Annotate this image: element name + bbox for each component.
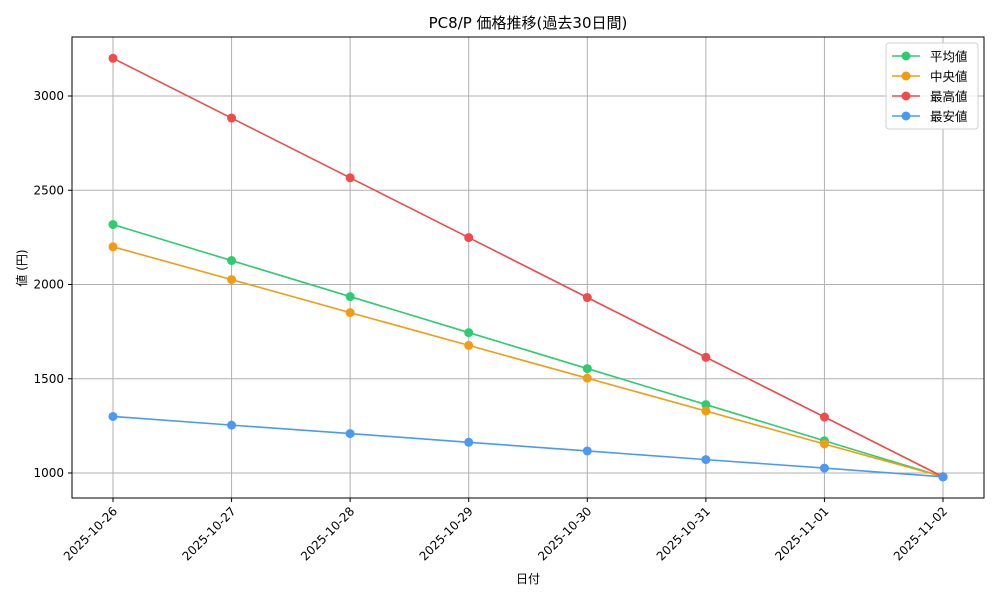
data-point (819, 412, 829, 422)
legend-label: 最高値 (930, 89, 968, 104)
series-line (112, 223, 944, 478)
data-point (582, 364, 592, 374)
legend-label: 中央値 (930, 69, 968, 84)
y-axis-label: 値 (円) (14, 249, 29, 286)
y-axis-ticks: 1000 1500 2000 2500 3000 (33, 89, 72, 480)
data-point (108, 53, 118, 63)
x-tick-label: 2025-10-27 (179, 504, 238, 563)
data-point (701, 406, 711, 416)
grid-lines (72, 37, 984, 498)
x-tick-label: 2025-10-31 (654, 504, 713, 563)
legend-marker-icon (901, 91, 911, 101)
x-axis-label: 日付 (516, 572, 540, 586)
series-line (112, 57, 944, 478)
plot-frame (71, 36, 985, 499)
data-point (227, 113, 237, 123)
y-tick-label: 2500 (33, 183, 64, 197)
data-point (464, 340, 474, 350)
x-tick-label: 2025-10-30 (535, 504, 594, 563)
data-point (819, 463, 829, 473)
data-point (582, 293, 592, 303)
x-axis-ticks: 2025-10-26 2025-10-27 2025-10-28 2025-10-29… (61, 498, 950, 563)
x-tick-label: 2025-10-26 (61, 504, 120, 563)
legend-item: 最安値 (892, 109, 968, 124)
data-point (464, 437, 474, 447)
data-point (464, 233, 474, 243)
data-point (227, 420, 237, 430)
chart-title: PC8/P 価格推移(過去30日間) (429, 14, 628, 32)
series-1 (108, 242, 948, 482)
data-point (345, 292, 355, 302)
series-line (112, 246, 944, 478)
legend-label: 最安値 (930, 109, 968, 124)
y-tick-label: 3000 (33, 89, 64, 103)
data-point (108, 220, 118, 230)
x-tick-label: 2025-10-29 (417, 504, 476, 563)
legend-label: 平均値 (930, 49, 968, 64)
legend-item: 中央値 (892, 69, 968, 84)
legend-item: 最高値 (892, 89, 968, 104)
data-point (701, 352, 711, 362)
data-point (345, 173, 355, 183)
y-tick-label: 1000 (33, 466, 64, 480)
data-point (701, 455, 711, 465)
data-point (345, 429, 355, 439)
legend-marker-icon (901, 71, 911, 81)
series-3 (108, 411, 948, 482)
data-point (938, 472, 948, 482)
y-tick-label: 1500 (33, 372, 64, 386)
data-point (227, 256, 237, 266)
y-tick-label: 2000 (33, 278, 64, 292)
series-line (112, 415, 944, 478)
data-point (108, 242, 118, 252)
data-point (819, 439, 829, 449)
data-point (464, 328, 474, 338)
data-point (582, 373, 592, 383)
legend-marker-icon (901, 111, 911, 121)
data-point (345, 308, 355, 318)
legend-item: 平均値 (892, 49, 968, 64)
legend-box (885, 42, 979, 130)
x-tick-label: 2025-11-01 (772, 504, 831, 563)
data-point (701, 400, 711, 410)
x-tick-label: 2025-11-02 (891, 504, 950, 563)
series-lines (108, 53, 948, 482)
x-tick-label: 2025-10-28 (298, 504, 357, 563)
data-point (582, 446, 592, 456)
data-point (108, 411, 118, 421)
data-point (227, 275, 237, 285)
legend-marker-icon (901, 51, 911, 61)
series-2 (108, 53, 948, 482)
